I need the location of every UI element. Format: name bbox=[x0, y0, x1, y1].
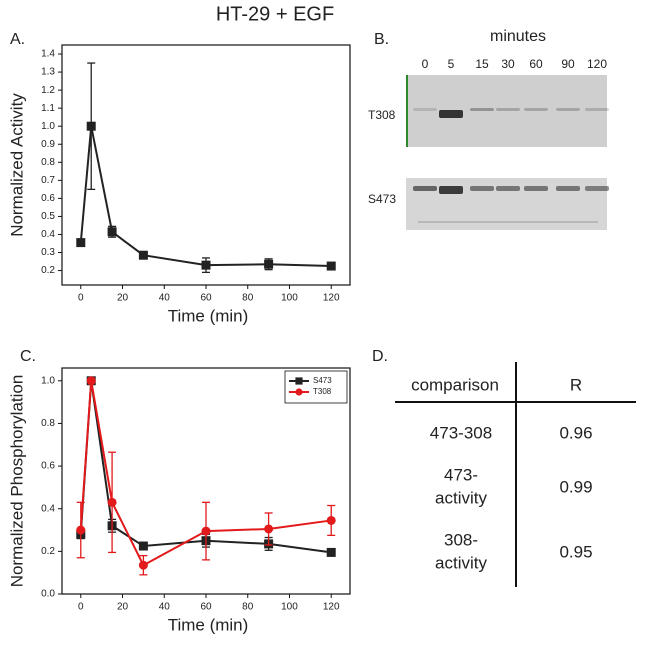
marker bbox=[107, 497, 117, 507]
panel-label: D. bbox=[372, 348, 388, 365]
blot-lane-label: 15 bbox=[475, 57, 489, 71]
y-tick-label: 0.6 bbox=[41, 193, 55, 204]
blot-row-label: S473 bbox=[368, 192, 396, 206]
marker bbox=[326, 261, 336, 271]
table-cell: 0.95 bbox=[559, 542, 592, 561]
data-line bbox=[79, 126, 332, 268]
marker bbox=[86, 121, 96, 131]
marker bbox=[138, 250, 148, 260]
table-cell: 473-308 bbox=[430, 423, 492, 442]
y-tick-label: 1.1 bbox=[41, 103, 55, 114]
marker bbox=[326, 515, 336, 525]
marker bbox=[201, 260, 211, 270]
x-tick-label: 100 bbox=[281, 602, 298, 613]
x-tick-label: 20 bbox=[117, 602, 129, 613]
y-tick-label: 0.9 bbox=[41, 139, 55, 150]
blot-band bbox=[556, 186, 580, 191]
x-tick-label: 80 bbox=[242, 602, 254, 613]
panel-label: B. bbox=[374, 31, 389, 48]
blot-lane-label: 60 bbox=[529, 57, 543, 71]
x-tick-label: 0 bbox=[78, 293, 84, 304]
blot-band bbox=[585, 186, 609, 191]
blot-band bbox=[556, 108, 580, 111]
legend-label: T308 bbox=[313, 387, 332, 396]
table-header: R bbox=[570, 375, 582, 394]
y-tick-label: 1.0 bbox=[41, 375, 55, 386]
blot-band bbox=[439, 110, 463, 118]
marker bbox=[264, 259, 274, 269]
blot-band bbox=[496, 186, 520, 191]
blot-band bbox=[470, 108, 494, 111]
blot-band bbox=[524, 108, 548, 111]
table-cell: 473-activity bbox=[435, 466, 487, 508]
legend-marker bbox=[295, 388, 303, 396]
table-header: comparison bbox=[411, 375, 499, 394]
marker bbox=[264, 524, 274, 534]
x-tick-label: 100 bbox=[281, 293, 298, 304]
table-cell: 0.99 bbox=[559, 477, 592, 496]
legend-label: S473 bbox=[313, 376, 332, 385]
x-axis-label: Time (min) bbox=[168, 306, 249, 325]
marker bbox=[107, 227, 117, 237]
x-tick-label: 0 bbox=[78, 602, 84, 613]
marker bbox=[138, 541, 148, 551]
panel-label: A. bbox=[10, 31, 25, 48]
marker bbox=[76, 238, 86, 248]
marker bbox=[76, 525, 86, 535]
x-tick-label: 60 bbox=[200, 602, 212, 613]
y-tick-label: 1.3 bbox=[41, 67, 55, 78]
x-tick-label: 40 bbox=[159, 293, 171, 304]
x-tick-label: 60 bbox=[200, 293, 212, 304]
legend-box bbox=[284, 370, 348, 404]
x-tick-label: 120 bbox=[323, 293, 340, 304]
y-tick-label: 0.3 bbox=[41, 247, 55, 258]
y-tick-label: 1.0 bbox=[41, 121, 55, 132]
blot-band bbox=[496, 108, 520, 111]
y-tick-label: 0.0 bbox=[41, 589, 55, 600]
y-axis-label: Normalized Activity bbox=[7, 93, 26, 237]
y-tick-label: 0.2 bbox=[41, 265, 55, 276]
table-cell: 0.96 bbox=[559, 423, 592, 442]
blot-band bbox=[413, 186, 437, 191]
plot-frame bbox=[61, 44, 351, 286]
marker bbox=[201, 526, 211, 536]
blot-lane-label: 5 bbox=[448, 57, 455, 71]
blot-lane-label: 90 bbox=[561, 57, 575, 71]
y-axis-label: Normalized Phosphorylation bbox=[7, 375, 26, 588]
figure-title: HT-29 + EGF bbox=[216, 3, 334, 25]
blot-lane-label: 30 bbox=[501, 57, 515, 71]
panel-label: C. bbox=[20, 348, 36, 365]
x-tick-label: 120 bbox=[323, 602, 340, 613]
table-cell: 308-activity bbox=[435, 531, 487, 573]
blot-band bbox=[470, 186, 494, 191]
blot-row-label: T308 bbox=[368, 108, 396, 122]
blot-band bbox=[585, 108, 609, 111]
y-tick-label: 0.6 bbox=[41, 461, 55, 472]
blot-lane-label: 120 bbox=[587, 57, 607, 71]
y-tick-label: 0.2 bbox=[41, 546, 55, 557]
legend-marker bbox=[295, 377, 303, 385]
blot-band bbox=[524, 186, 548, 191]
marker bbox=[138, 560, 148, 570]
blot-header: minutes bbox=[490, 28, 546, 45]
blot-band bbox=[413, 108, 437, 111]
blot-band bbox=[439, 186, 463, 194]
blot-lane-label: 0 bbox=[422, 57, 429, 71]
y-tick-label: 1.4 bbox=[41, 49, 55, 60]
y-tick-label: 0.7 bbox=[41, 175, 55, 186]
x-tick-label: 40 bbox=[159, 602, 171, 613]
y-tick-label: 0.4 bbox=[41, 229, 55, 240]
y-tick-label: 0.5 bbox=[41, 211, 55, 222]
marker bbox=[86, 376, 96, 386]
y-tick-label: 1.2 bbox=[41, 85, 55, 96]
x-tick-label: 80 bbox=[242, 293, 254, 304]
y-tick-label: 0.4 bbox=[41, 503, 55, 514]
marker bbox=[326, 547, 336, 557]
y-tick-label: 0.8 bbox=[41, 418, 55, 429]
x-axis-label: Time (min) bbox=[168, 615, 249, 634]
y-tick-label: 0.8 bbox=[41, 157, 55, 168]
x-tick-label: 20 bbox=[117, 293, 129, 304]
